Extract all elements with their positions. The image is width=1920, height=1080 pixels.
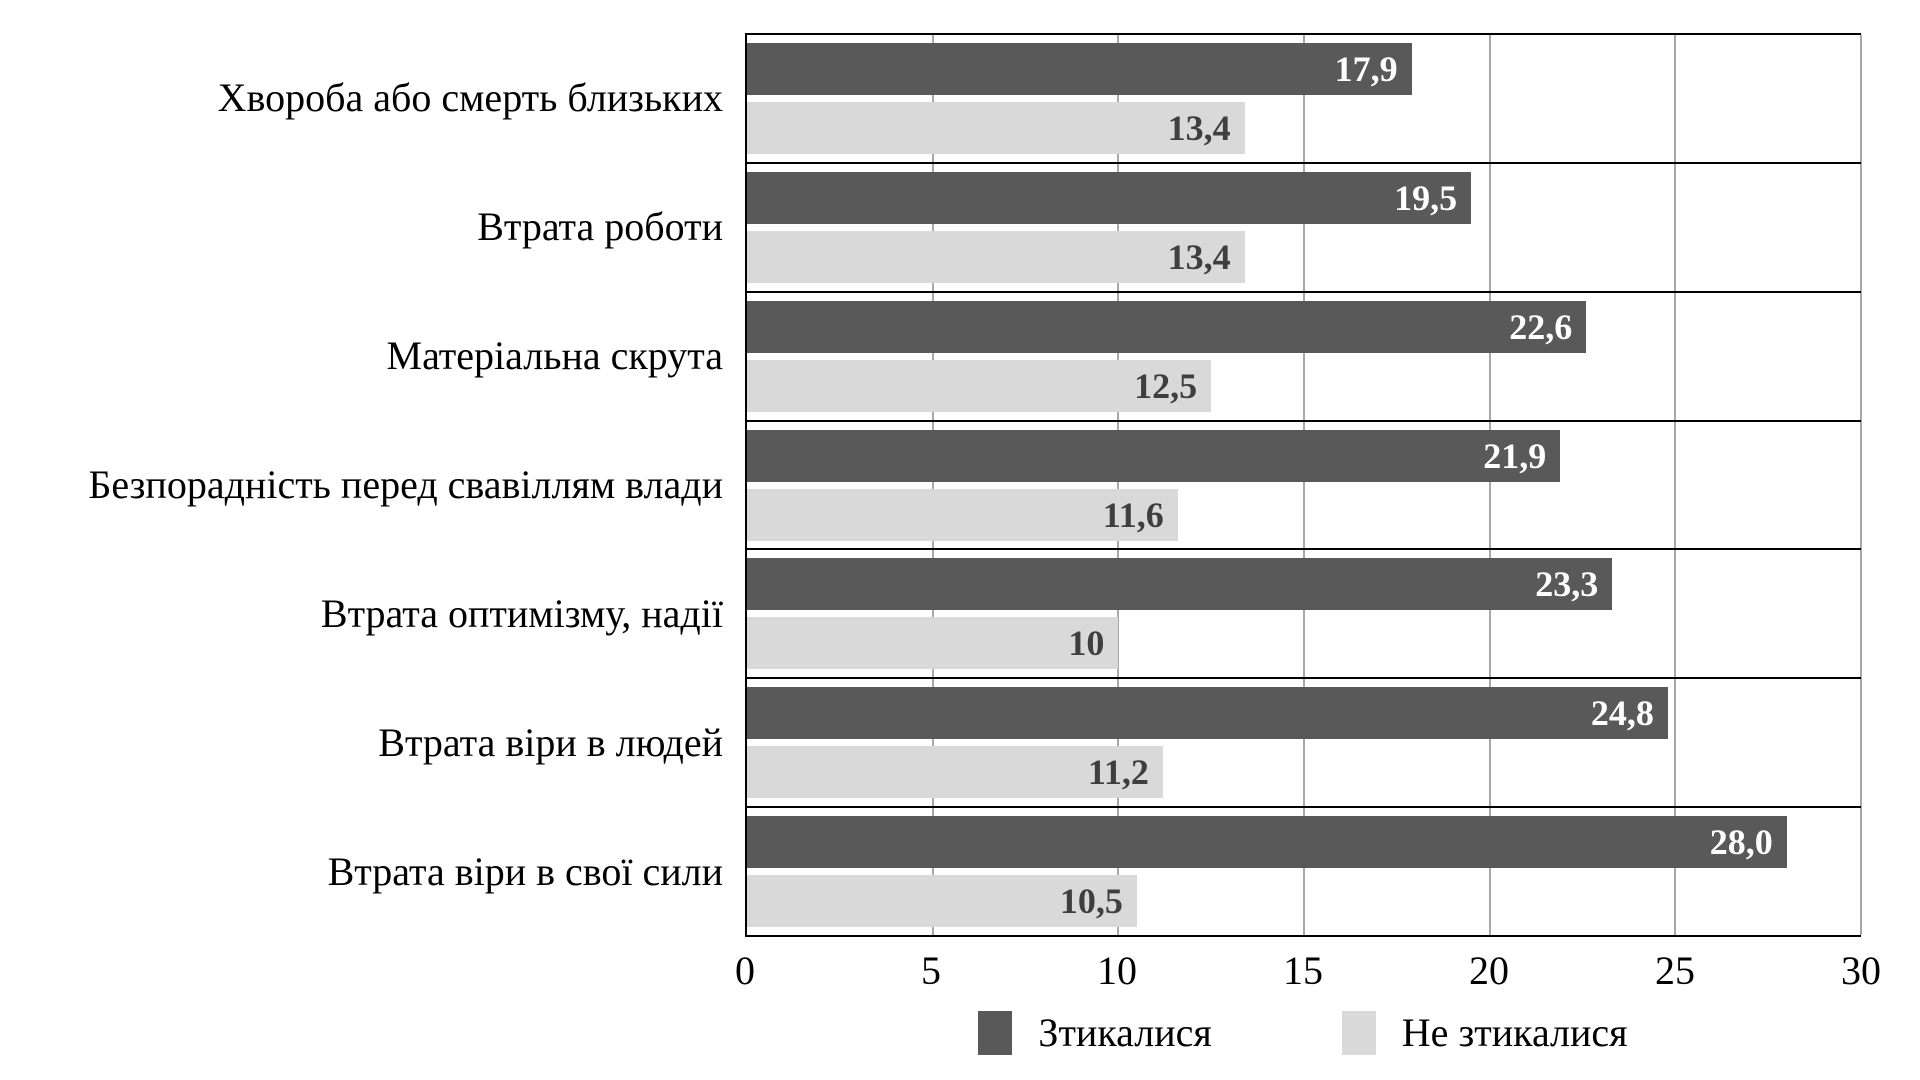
gridlines <box>747 35 1862 935</box>
x-tick-label: 0 <box>735 948 755 993</box>
bar-value-label: 17,9 <box>1334 49 1398 89</box>
legend-label-experienced: Зтикалися <box>1038 1010 1212 1055</box>
bar-experienced: 21,9 <box>747 429 1561 482</box>
x-tick-label: 10 <box>1097 948 1137 993</box>
gridline <box>931 35 934 935</box>
plot-area: 17,9 13,4 19,5 13,4 22,6 12,5 21,9 11,6 23,3 10 24… <box>745 33 1862 937</box>
bar-not-experienced: 11,2 <box>747 746 1163 799</box>
bar-value-label: 11,2 <box>1087 752 1149 793</box>
category-band: 22,6 12,5 <box>747 293 1861 422</box>
category-band: 28,0 10,5 <box>747 808 1861 935</box>
gridline <box>1674 35 1677 935</box>
bar-not-experienced: 10 <box>747 617 1119 670</box>
bar-experienced: 23,3 <box>747 558 1613 611</box>
gridline <box>1488 35 1491 935</box>
bar-experienced: 28,0 <box>747 816 1787 869</box>
bar-value-label: 12,5 <box>1134 365 1198 406</box>
bar-not-experienced: 12,5 <box>747 359 1212 412</box>
legend-swatch-not-experienced <box>1341 1011 1376 1055</box>
category-band: 17,9 13,4 <box>747 35 1861 164</box>
legend-label-not-experienced: Не зтикалися <box>1401 1010 1628 1055</box>
bar-value-label: 13,4 <box>1167 108 1231 148</box>
category-band: 24,8 11,2 <box>747 679 1861 809</box>
gridline <box>1860 35 1862 935</box>
category-label: Хвороба або смерть близьких <box>217 74 723 120</box>
gridline <box>1303 35 1305 935</box>
x-tick-label: 15 <box>1283 948 1323 993</box>
legend: Зтикалися Не зтикалися <box>745 1011 1861 1055</box>
bar-value-label: 19,5 <box>1394 177 1458 218</box>
category-label: Втрата віри в людей <box>378 720 723 766</box>
legend-item-not-experienced: Не зтикалися <box>1341 1010 1628 1055</box>
bar-experienced: 19,5 <box>747 171 1472 224</box>
category-label: Втрата оптимізму, надії <box>320 591 723 637</box>
category-label: Матеріальна скрута <box>386 332 723 378</box>
bar-experienced: 22,6 <box>747 300 1587 353</box>
category-band: 21,9 11,6 <box>747 422 1861 551</box>
x-tick-label: 5 <box>921 948 941 993</box>
bar-chart: Хвороба або смерть близьких Втрата роботи… <box>0 33 1881 1055</box>
category-label: Безпорадність перед свавіллям влади <box>88 461 723 507</box>
bar-value-label: 10 <box>1068 623 1105 664</box>
bar-experienced: 17,9 <box>747 43 1412 95</box>
bar-value-label: 10,5 <box>1059 881 1123 922</box>
bar-not-experienced: 13,4 <box>747 230 1245 283</box>
bar-not-experienced: 11,6 <box>747 488 1178 541</box>
category-band: 23,3 10 <box>747 550 1861 680</box>
category-label: Втрата роботи <box>477 203 723 249</box>
category-labels: Хвороба або смерть близьких Втрата роботи… <box>0 33 745 937</box>
bar-value-label: 21,9 <box>1483 435 1547 476</box>
bar-value-label: 23,3 <box>1535 564 1599 605</box>
bar-value-label: 24,8 <box>1590 693 1654 734</box>
x-tick-label: 20 <box>1469 948 1509 993</box>
bar-value-label: 28,0 <box>1709 822 1773 863</box>
bar-value-label: 22,6 <box>1509 306 1573 347</box>
legend-swatch-experienced <box>978 1011 1013 1055</box>
x-axis: 0 5 10 15 20 25 30 <box>735 937 1881 1003</box>
x-tick-label: 25 <box>1655 948 1695 993</box>
category-band: 19,5 13,4 <box>747 164 1861 293</box>
bar-not-experienced: 10,5 <box>747 875 1137 928</box>
bar-experienced: 24,8 <box>747 687 1668 740</box>
category-label: Втрата віри в свої сили <box>327 849 723 895</box>
legend-item-experienced: Зтикалися <box>978 1010 1212 1055</box>
plot-column: 17,9 13,4 19,5 13,4 22,6 12,5 21,9 11,6 23,3 10 24… <box>735 33 1881 1055</box>
gridline <box>1117 35 1120 935</box>
bar-value-label: 13,4 <box>1167 236 1231 277</box>
bands: 17,9 13,4 19,5 13,4 22,6 12,5 21,9 11,6 23,3 10 24… <box>747 35 1861 935</box>
bar-value-label: 11,6 <box>1102 494 1164 535</box>
x-tick-label: 30 <box>1841 948 1881 993</box>
bar-not-experienced: 13,4 <box>747 102 1245 154</box>
